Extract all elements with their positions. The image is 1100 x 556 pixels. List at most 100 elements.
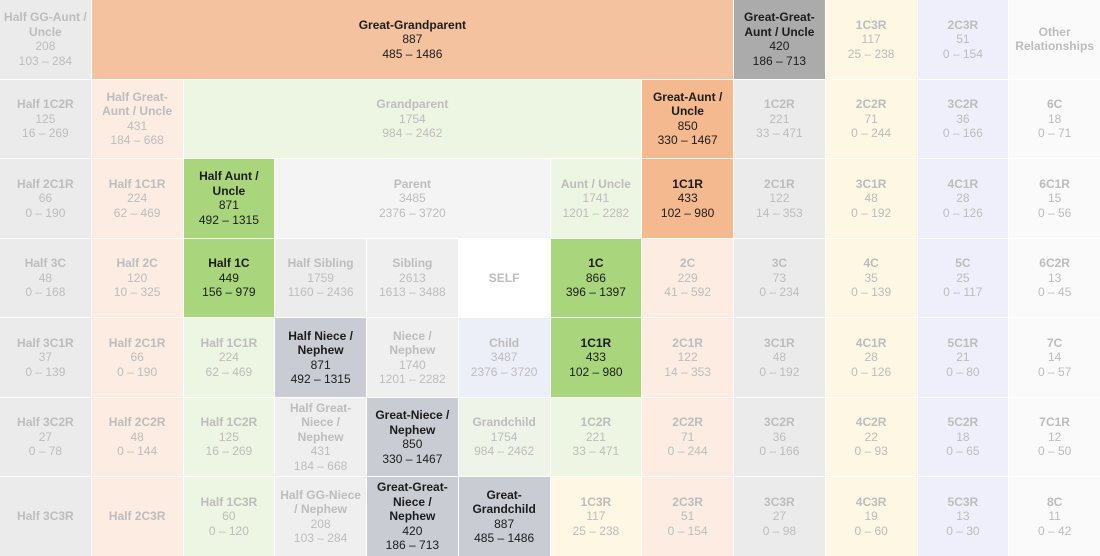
average-cm: 433 (677, 191, 698, 206)
relationship-label: 5C (955, 256, 971, 271)
average-cm: 117 (861, 32, 881, 47)
relationship-cell: Half GG-Aunt / Uncle 208 103 – 284 (0, 0, 91, 79)
cm-range: 102 – 980 (660, 205, 715, 220)
average-cm: 850 (402, 437, 423, 452)
relationship-cell: Half 1C1R 224 62 – 469 (91, 159, 183, 238)
cm-range: 14 – 353 (756, 205, 803, 220)
relationship-cell: Great-Grandparent 887 485 – 1486 (91, 0, 733, 79)
average-cm: 224 (127, 191, 148, 206)
relationship-cell: Niece / Nephew 1740 1201 – 2282 (367, 318, 458, 397)
relationship-cell: 5C3R 13 0 – 30 (917, 477, 1009, 556)
average-cm: 1754 (490, 429, 518, 444)
average-cm: 21 (956, 350, 970, 365)
relationship-label: 3C2R (947, 97, 979, 112)
relationship-label: 6C2R (1039, 256, 1070, 271)
average-cm: 1759 (307, 270, 334, 285)
relationship-cell: 1C2R 221 33 – 471 (550, 397, 642, 477)
relationship-cell: 5C2R 18 0 – 65 (917, 397, 1009, 477)
relationship-cell: 5C1R 21 0 – 80 (917, 318, 1009, 397)
relationship-cell: 3C2R 36 0 – 166 (734, 397, 825, 477)
cm-range: 186 – 713 (752, 53, 807, 68)
relationship-label: 1C2R (580, 415, 612, 430)
relationship-cell: Half 2C1R 66 0 – 190 (91, 318, 183, 397)
cm-range: 984 – 2462 (382, 126, 443, 141)
average-cm: 28 (864, 350, 878, 365)
relationship-cell: 1C3R 117 25 – 238 (825, 0, 917, 79)
relationship-label: Half 3C (24, 256, 67, 271)
average-cm: 433 (585, 350, 606, 365)
relationship-cell: Great-Great-Aunt / Uncle 420 186 – 713 (734, 0, 825, 79)
relationship-label: Great-Great-Aunt / Uncle (744, 10, 815, 39)
cm-range: 492 – 1315 (290, 372, 351, 387)
relationship-label: 1C1R (580, 335, 612, 350)
relationship-label: 2C3R (947, 17, 979, 32)
cm-range: 1613 – 3488 (379, 285, 446, 300)
relationship-cell: Great-Great-Niece / Nephew 420 186 – 713 (367, 477, 458, 556)
cm-range: 0 – 192 (851, 205, 892, 220)
average-cm: 19 (864, 509, 878, 524)
average-cm: 3487 (490, 350, 518, 365)
cm-range: 16 – 269 (205, 444, 253, 459)
relationship-label: Other Relationships (1015, 24, 1094, 54)
cm-range: 1201 – 2282 (379, 372, 446, 387)
cm-range: 16 – 269 (22, 126, 69, 141)
cm-range: 41 – 592 (664, 285, 711, 300)
cm-range: 492 – 1315 (198, 212, 259, 227)
average-cm: 66 (130, 350, 144, 365)
relationship-label: Half 2C3R (108, 509, 166, 524)
average-cm: 22 (864, 429, 878, 444)
relationship-cell: Half 3C2R 27 0 – 78 (0, 397, 91, 477)
average-cm: 120 (127, 270, 148, 285)
cm-range: 0 – 78 (28, 444, 63, 459)
average-cm: 221 (585, 429, 606, 444)
relationship-label: Half 3C3R (17, 509, 74, 524)
average-cm: 420 (402, 523, 423, 538)
cm-range: 1160 – 2436 (287, 285, 354, 300)
relationship-label: 2C (679, 256, 696, 271)
cm-range: 0 – 190 (117, 364, 158, 379)
cm-range: 184 – 668 (110, 133, 164, 148)
relationship-label: Half 1C1R (200, 335, 258, 350)
average-cm: 36 (772, 429, 787, 444)
relationship-cell: SELF (458, 238, 550, 318)
cm-range: 2376 – 3720 (379, 205, 446, 220)
cm-range: 0 – 154 (942, 46, 983, 61)
average-cm: 221 (769, 111, 790, 126)
relationship-label: 5C1R (947, 335, 979, 350)
cm-range: 396 – 1397 (565, 285, 626, 300)
relationship-cell: 4C 35 0 – 139 (825, 238, 917, 318)
relationship-label: Half 2C1R (108, 335, 166, 350)
cm-range: 0 – 166 (942, 126, 983, 141)
relationship-label: 1C2R (764, 97, 795, 112)
average-cm: 13 (1047, 270, 1062, 285)
relationship-cell: 6C 18 0 – 71 (1009, 79, 1100, 159)
relationship-label: 3C3R (764, 494, 795, 509)
cm-range: 485 – 1486 (474, 531, 535, 546)
relationship-label: Half 2C1R (17, 176, 74, 191)
cm-range: 330 – 1467 (657, 133, 718, 148)
relationship-label: Child (489, 335, 520, 350)
relationship-cell: Child 3487 2376 – 3720 (458, 318, 550, 397)
average-cm: 13 (956, 509, 970, 524)
relationship-label: Great-Great-Niece / Nephew (377, 480, 448, 524)
relationship-cell: 2C2R 71 0 – 244 (642, 397, 733, 477)
cm-range: 485 – 1486 (382, 46, 443, 61)
relationship-cell: Grandparent 1754 984 – 2462 (183, 79, 642, 159)
average-cm: 37 (38, 350, 53, 365)
relationship-cell: Other Relationships (1009, 0, 1100, 79)
relationship-cell: 6C1R 15 0 – 56 (1009, 159, 1100, 238)
relationship-cell: 7C 14 0 – 57 (1009, 318, 1100, 397)
relationship-label: Half 2C (116, 256, 158, 271)
relationship-label: 4C1R (855, 335, 887, 350)
relationship-label: 1C1R (672, 176, 703, 191)
relationship-cell: 2C2R 71 0 – 244 (825, 79, 917, 159)
relationship-cell: Half Aunt / Uncle 871 492 – 1315 (183, 159, 275, 238)
cm-range: 0 – 57 (1037, 364, 1072, 379)
average-cm: 125 (218, 429, 239, 444)
average-cm: 51 (680, 509, 695, 524)
average-cm: 48 (772, 350, 787, 365)
average-cm: 60 (222, 509, 236, 524)
average-cm: 71 (864, 111, 878, 126)
relationship-cell: Half 1C3R 60 0 – 120 (183, 477, 275, 556)
relationship-label: Half Sibling (287, 256, 354, 271)
